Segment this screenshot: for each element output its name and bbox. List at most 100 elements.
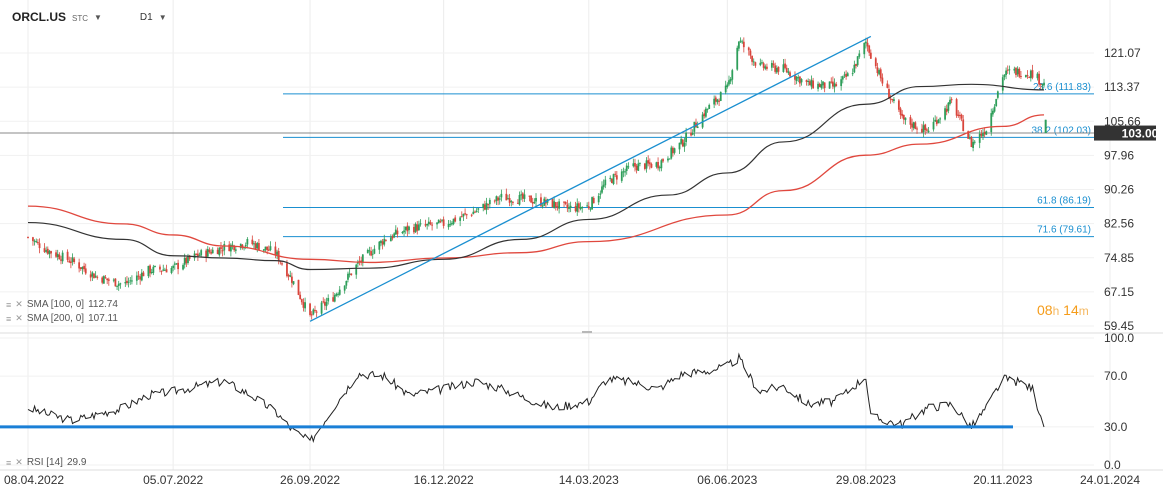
candle-body — [508, 198, 511, 203]
candle-body — [528, 195, 531, 197]
candle-body — [381, 241, 384, 245]
candle-body — [972, 141, 975, 148]
candle-body — [817, 83, 819, 89]
candle-body — [589, 208, 592, 210]
candle-body — [703, 113, 706, 117]
candle-body — [431, 224, 434, 226]
candle-body — [61, 252, 64, 262]
trendline[interactable] — [309, 35, 872, 322]
candle-body — [983, 131, 986, 135]
legend-rsi: ≡ ✕ RSI [14] 29.9 — [6, 457, 86, 468]
candle-body — [625, 165, 628, 171]
candle-body — [220, 247, 222, 249]
close-icon[interactable]: ✕ — [15, 313, 23, 323]
candle-body — [747, 47, 750, 51]
candle-body — [795, 76, 798, 81]
list-icon[interactable]: ≡ — [6, 299, 12, 310]
candle-body — [1044, 119, 1047, 134]
candle-body — [586, 205, 589, 207]
close-icon[interactable]: ✕ — [15, 457, 23, 467]
candle-body — [149, 265, 151, 274]
candle-body — [470, 214, 473, 216]
time-axis: 08.04.2022 05.07.2022 26.09.2022 16.12.2022… — [0, 469, 1163, 487]
candle-body — [840, 79, 843, 87]
candle-body — [337, 293, 339, 295]
price-tick-label: 121.07 — [1104, 46, 1141, 60]
candle-body — [436, 222, 438, 225]
candle-body — [68, 260, 71, 263]
candle-body — [315, 311, 318, 313]
candle-body — [45, 250, 48, 252]
candle-body — [533, 202, 536, 204]
candle-body — [713, 98, 716, 105]
rsi-tick-label: 30.0 — [1104, 420, 1128, 434]
candle-body — [147, 265, 150, 277]
list-icon[interactable]: ≡ — [6, 313, 12, 324]
candle-body — [762, 63, 765, 68]
candle-body — [112, 279, 115, 281]
candle-body — [32, 237, 34, 242]
candle-body — [731, 70, 734, 80]
candle-body — [38, 243, 41, 249]
candle-body — [262, 249, 265, 251]
fib-level-label: 71.6 (79.61) — [1037, 225, 1091, 236]
candle-body — [726, 84, 729, 88]
candle-body — [670, 147, 673, 159]
candle-body — [304, 302, 306, 309]
candle-body — [1020, 76, 1022, 78]
candle-body — [673, 148, 676, 153]
close-icon[interactable]: ✕ — [15, 299, 23, 309]
candle-body — [782, 64, 785, 72]
candle-body — [1008, 69, 1011, 71]
candle-body — [1018, 68, 1021, 77]
candle-body — [614, 173, 617, 175]
candle-body — [287, 274, 290, 277]
candle-body — [84, 268, 87, 274]
candle-body — [131, 280, 133, 282]
symbol-name[interactable]: ORCL.US — [12, 10, 66, 24]
candle-body — [833, 83, 836, 88]
candle-body — [368, 250, 371, 252]
candle-body — [864, 41, 867, 44]
candle-body — [187, 255, 189, 263]
candle-body — [947, 102, 950, 111]
candle-body — [810, 79, 813, 87]
fibonacci-levels[interactable]: 23.6 (111.83) 38.2 (102.03) 61.8 (86.19) 71… — [283, 82, 1094, 238]
candle-body — [639, 162, 641, 164]
candle-body — [959, 115, 961, 117]
candle-body — [338, 289, 341, 295]
timeframe-selector[interactable]: D1 — [139, 11, 153, 23]
candle-body — [117, 283, 120, 287]
candle-body — [718, 100, 720, 102]
candle-body — [267, 249, 270, 251]
candle-body — [704, 108, 707, 117]
candle-body — [487, 204, 490, 206]
price-tick-label: 82.56 — [1104, 217, 1134, 231]
candle-body — [985, 131, 988, 135]
candle-body — [345, 280, 348, 286]
candle-body — [1016, 68, 1019, 75]
sma100-line — [27, 83, 1045, 271]
list-icon[interactable]: ≡ — [6, 457, 12, 468]
price-tick-label: 90.26 — [1104, 183, 1134, 197]
price-axis: 121.07 113.37 105.66 97.96 90.26 82.56 74.85 67… — [1104, 46, 1141, 333]
candle-body — [1031, 70, 1034, 78]
candle-body — [556, 206, 559, 208]
candle-body — [58, 254, 61, 260]
pane-resize-handle[interactable] — [582, 331, 592, 333]
timeframe-caret-down-icon[interactable]: ▼ — [158, 12, 167, 22]
candle-body — [27, 237, 29, 239]
candle-body — [500, 193, 503, 198]
candle-body — [823, 82, 826, 89]
candle-body — [56, 253, 59, 257]
candle-body — [256, 242, 259, 249]
candle-body — [878, 70, 880, 75]
candle-timer: 08h 14m — [1037, 302, 1089, 318]
candle-body — [366, 249, 369, 254]
candle-body — [183, 257, 186, 265]
symbol-caret-down-icon[interactable]: ▼ — [94, 12, 102, 22]
candle-body — [142, 272, 145, 277]
timer-hours-unit: h — [1052, 304, 1060, 318]
candle-body — [404, 226, 407, 230]
candle-body — [91, 272, 94, 277]
